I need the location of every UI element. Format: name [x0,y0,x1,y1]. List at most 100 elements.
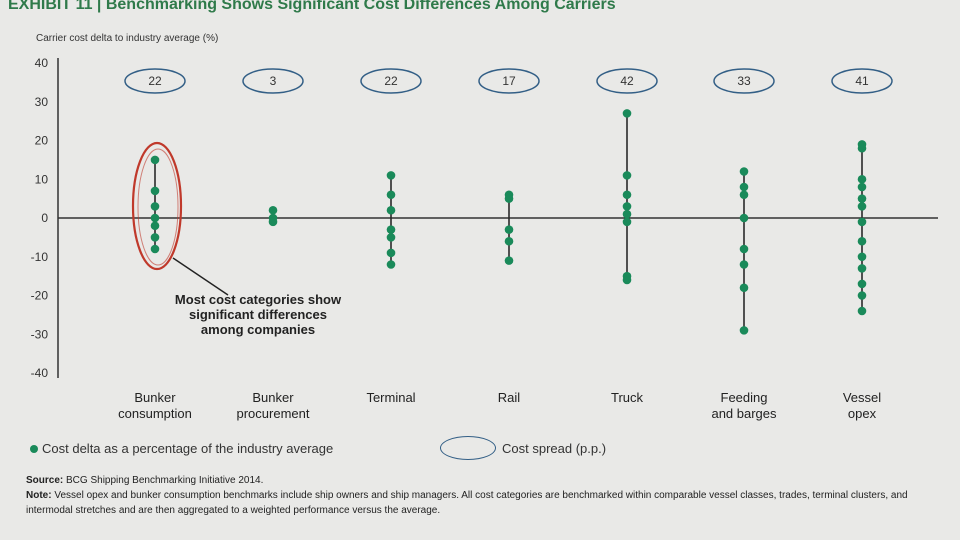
category-label: consumption [118,406,192,421]
y-tick-label: -10 [31,250,49,264]
data-point [739,213,749,223]
source-line: Source: BCG Shipping Benchmarking Initia… [26,473,936,488]
note-text: Vessel opex and bunker consumption bench… [26,490,908,516]
cost-spread-value: 22 [148,74,162,88]
data-point [622,217,632,227]
y-tick-label: 30 [35,95,49,109]
source-text: BCG Shipping Benchmarking Initiative 201… [66,475,264,486]
data-point [386,225,396,234]
legend-item-dots: Cost delta as a percentage of the indust… [30,441,333,456]
data-point [150,202,160,211]
data-point [739,190,749,200]
data-point [622,190,632,200]
y-tick-label: -30 [31,327,49,341]
data-point [150,213,160,223]
cost-spread-oval [596,68,658,94]
data-point [739,182,749,192]
highlight-ellipse [131,141,183,271]
legend-dot-icon [30,444,38,453]
note-line: Note: Vessel opex and bunker consumption… [26,488,936,518]
data-point [386,248,396,258]
data-point [622,109,632,118]
category-label: Bunker [252,390,294,405]
legend-item-oval: Cost spread (p.p.) [440,436,606,460]
data-point [386,205,396,215]
data-point [386,171,396,180]
y-tick-label: 40 [35,56,49,70]
data-point [386,233,396,242]
data-point [857,291,867,300]
note-label: Note: [26,490,52,501]
data-point [857,194,867,203]
y-axis-label: Carrier cost delta to industry average (… [36,33,219,44]
category-label: Truck [611,390,644,405]
category-label: Feeding [721,390,768,405]
cost-spread-value: 17 [502,74,516,88]
cost-spread-oval [713,68,775,94]
data-point [739,283,749,293]
data-point [857,279,867,289]
data-point [739,167,749,176]
annotation-text: significant differences [189,307,327,322]
data-point [857,236,867,246]
y-tick-label: 10 [35,172,49,186]
data-point [150,221,160,231]
data-point [739,326,749,335]
data-point [739,244,749,254]
data-point [386,260,396,269]
legend: Cost delta as a percentage of the indust… [30,436,930,461]
data-point [150,186,160,196]
data-point [150,244,160,254]
data-point [504,225,514,234]
cost-spread-oval [360,68,422,94]
legend-oval-icon [440,436,496,460]
data-point [857,174,867,184]
data-point [622,202,632,211]
exhibit-title: EXHIBIT 11 | Benchmarking Shows Signific… [8,0,616,13]
data-point [268,205,278,215]
data-point [504,194,514,203]
cost-spread-value: 41 [855,74,869,88]
data-point [857,306,867,316]
notes-block: Source: BCG Shipping Benchmarking Initia… [26,473,936,518]
cost-spread-oval [478,68,540,94]
annotation-line [172,257,229,296]
cost-spread-value: 42 [620,74,634,88]
data-point [622,171,632,180]
data-point [857,264,867,273]
y-tick-label: 0 [41,211,48,225]
category-label: procurement [237,406,310,421]
cost-spread-oval [242,68,304,94]
data-point [386,190,396,200]
data-point [622,275,632,285]
y-tick-label: 20 [35,134,49,148]
cost-spread-oval [831,68,893,94]
legend-oval-label: Cost spread (p.p.) [502,440,607,456]
cost-spread-value: 22 [384,74,398,88]
category-label: Rail [498,390,521,405]
source-label: Source: [26,475,64,486]
data-point [150,233,160,242]
legend-dots-label: Cost delta as a percentage of the indust… [42,441,334,456]
cost-spread-value: 3 [270,74,277,88]
data-point [857,252,867,262]
data-point [268,217,278,227]
data-point [739,260,749,269]
category-label: Bunker [134,390,176,405]
y-tick-label: -20 [31,289,49,303]
data-point [857,182,867,192]
category-label: and barges [711,406,777,421]
category-label: Vessel [843,390,881,405]
y-tick-label: -40 [31,366,49,380]
data-point [504,256,514,265]
data-point [857,217,867,227]
data-point [857,202,867,211]
data-point [857,143,867,153]
annotation-text: among companies [201,322,315,337]
category-label: opex [848,406,877,421]
data-point [622,209,632,219]
cost-spread-oval [124,68,186,94]
data-point [504,236,514,246]
highlight-ellipse-inner [137,148,179,266]
